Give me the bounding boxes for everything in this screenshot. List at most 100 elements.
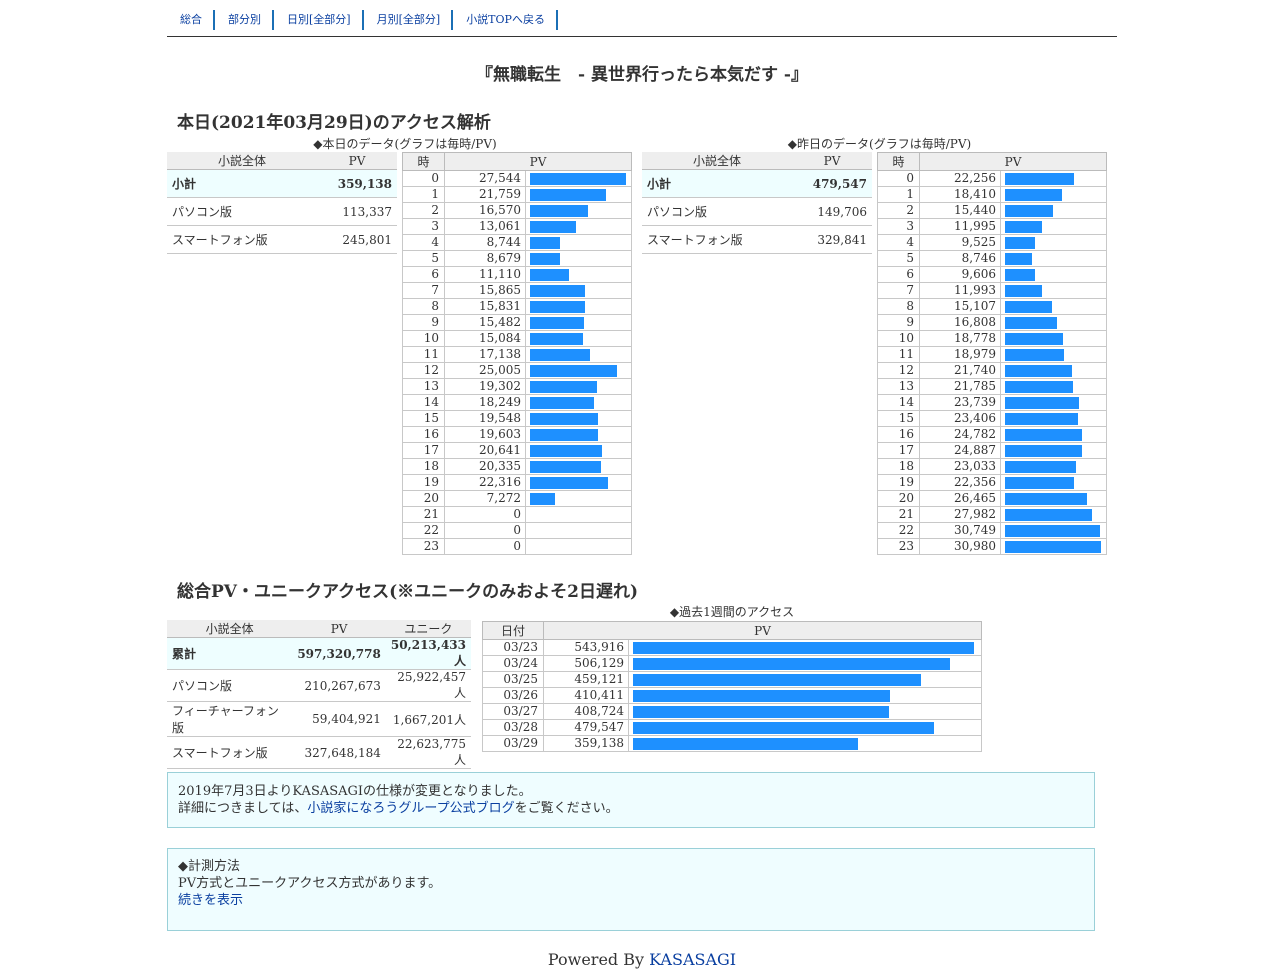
hour-row: 11 17,138 bbox=[402, 346, 632, 363]
table-row: 小計 359,138 bbox=[167, 169, 397, 198]
bar-cell bbox=[1000, 378, 1107, 395]
hour-cell: 23 bbox=[402, 538, 445, 555]
nav-overall[interactable]: 総合 bbox=[167, 10, 215, 30]
footer: Powered By KASASAGI bbox=[167, 950, 1117, 969]
pv-bar bbox=[633, 641, 974, 654]
pv-cell: 26,465 bbox=[919, 490, 1001, 507]
hour-cell: 15 bbox=[402, 410, 445, 427]
row-value: 479,547 bbox=[792, 169, 872, 198]
week-row: 03/25 459,121 bbox=[482, 671, 982, 688]
total-heading: 総合PV・ユニークアクセス(※ユニークのみおよそ2日遅れ) bbox=[177, 582, 639, 602]
pv-bar bbox=[530, 364, 617, 377]
pv-cell: 8,744 bbox=[444, 234, 526, 251]
hour-cell: 17 bbox=[877, 442, 920, 459]
pv-cell: 15,865 bbox=[444, 282, 526, 299]
bar-cell bbox=[525, 266, 632, 283]
today-caption: ◆本日のデータ(グラフは毎時/PV) bbox=[313, 137, 497, 151]
official-blog-link[interactable]: 小説家になろうグループ公式ブログ bbox=[307, 801, 515, 816]
row-label: スマートフォン版 bbox=[642, 225, 792, 254]
pv-cell: 18,778 bbox=[919, 330, 1001, 347]
hour-cell: 5 bbox=[402, 250, 445, 267]
pv-bar bbox=[1005, 332, 1063, 345]
row-label: パソコン版 bbox=[642, 197, 792, 226]
pv-cell: 18,249 bbox=[444, 394, 526, 411]
bar-cell bbox=[525, 458, 632, 475]
bar-cell bbox=[1000, 330, 1107, 347]
notice-line: 2019年7月3日よりKASASAGIの仕様が変更となりました。 bbox=[178, 784, 532, 799]
hour-row: 8 15,831 bbox=[402, 298, 632, 315]
bar-cell bbox=[1000, 346, 1107, 363]
col-header-date: 日付 bbox=[482, 621, 544, 640]
pv-bar bbox=[530, 268, 569, 281]
hour-row: 12 21,740 bbox=[877, 362, 1107, 379]
hour-row: 16 24,782 bbox=[877, 426, 1107, 443]
notice-heading: ◆計測方法 bbox=[178, 859, 240, 874]
hour-cell: 21 bbox=[402, 506, 445, 523]
pv-bar bbox=[633, 689, 890, 702]
col-header-unique: ユニーク bbox=[385, 620, 471, 638]
pv-bar bbox=[1005, 188, 1062, 201]
hour-cell: 19 bbox=[877, 474, 920, 491]
pv-cell: 27,544 bbox=[444, 170, 526, 187]
row-pv: 597,320,778 bbox=[292, 637, 386, 670]
hour-row: 13 21,785 bbox=[877, 378, 1107, 395]
pv-cell: 11,995 bbox=[919, 218, 1001, 235]
row-value: 359,138 bbox=[317, 169, 397, 198]
nav-by-part[interactable]: 部分別 bbox=[215, 10, 274, 30]
hour-row: 16 19,603 bbox=[402, 426, 632, 443]
pv-cell: 16,570 bbox=[444, 202, 526, 219]
hour-cell: 14 bbox=[877, 394, 920, 411]
bar-cell bbox=[1000, 266, 1107, 283]
bar-cell bbox=[525, 442, 632, 459]
nav-monthly[interactable]: 月別[全部分] bbox=[364, 10, 454, 30]
row-label: パソコン版 bbox=[167, 669, 293, 702]
pv-bar bbox=[1005, 348, 1064, 361]
hour-row: 20 7,272 bbox=[402, 490, 632, 507]
bar-cell bbox=[525, 346, 632, 363]
hour-row: 3 11,995 bbox=[877, 218, 1107, 235]
nav-novel-top[interactable]: 小説TOPへ戻る bbox=[453, 10, 558, 30]
row-label: 累計 bbox=[167, 637, 293, 670]
pv-bar bbox=[1005, 524, 1100, 537]
bar-cell bbox=[525, 490, 632, 507]
hour-row: 8 15,107 bbox=[877, 298, 1107, 315]
bar-cell bbox=[1000, 490, 1107, 507]
table-row: スマートフォン版 245,801 bbox=[167, 225, 397, 254]
bar-cell bbox=[1000, 282, 1107, 299]
col-header-pv: PV bbox=[444, 152, 632, 171]
hour-cell: 4 bbox=[877, 234, 920, 251]
pv-bar bbox=[1005, 172, 1074, 185]
hour-row: 5 8,746 bbox=[877, 250, 1107, 267]
pv-cell: 16,808 bbox=[919, 314, 1001, 331]
pv-cell: 24,782 bbox=[919, 426, 1001, 443]
table-row: フィーチャーフォン版 59,404,921 1,667,201人 bbox=[167, 701, 471, 737]
hour-row: 10 18,778 bbox=[877, 330, 1107, 347]
bar-cell bbox=[1000, 234, 1107, 251]
nav-daily[interactable]: 日別[全部分] bbox=[274, 10, 364, 30]
pv-bar bbox=[1005, 380, 1073, 393]
bar-cell bbox=[525, 186, 632, 203]
hour-cell: 0 bbox=[402, 170, 445, 187]
pv-bar bbox=[1005, 300, 1052, 313]
hour-row: 4 8,744 bbox=[402, 234, 632, 251]
hour-row: 9 16,808 bbox=[877, 314, 1107, 331]
hour-row: 18 20,335 bbox=[402, 458, 632, 475]
date-cell: 03/29 bbox=[482, 735, 544, 752]
kasasagi-link[interactable]: KASASAGI bbox=[649, 950, 737, 969]
pv-bar bbox=[1005, 316, 1057, 329]
pv-bar bbox=[1005, 220, 1042, 233]
pv-cell: 30,980 bbox=[919, 538, 1001, 555]
week-row: 03/23 543,916 bbox=[482, 639, 982, 656]
hour-row: 5 8,679 bbox=[402, 250, 632, 267]
hour-row: 3 13,061 bbox=[402, 218, 632, 235]
pv-bar bbox=[1005, 412, 1078, 425]
row-value: 329,841 bbox=[792, 225, 872, 254]
col-header-pv: PV bbox=[792, 152, 872, 170]
pv-cell: 459,121 bbox=[543, 671, 629, 688]
hour-cell: 13 bbox=[877, 378, 920, 395]
hour-cell: 18 bbox=[877, 458, 920, 475]
hour-row: 14 23,739 bbox=[877, 394, 1107, 411]
col-header-pv: PV bbox=[292, 620, 386, 638]
show-more-link[interactable]: 続きを表示 bbox=[178, 893, 244, 908]
hour-cell: 23 bbox=[877, 538, 920, 555]
